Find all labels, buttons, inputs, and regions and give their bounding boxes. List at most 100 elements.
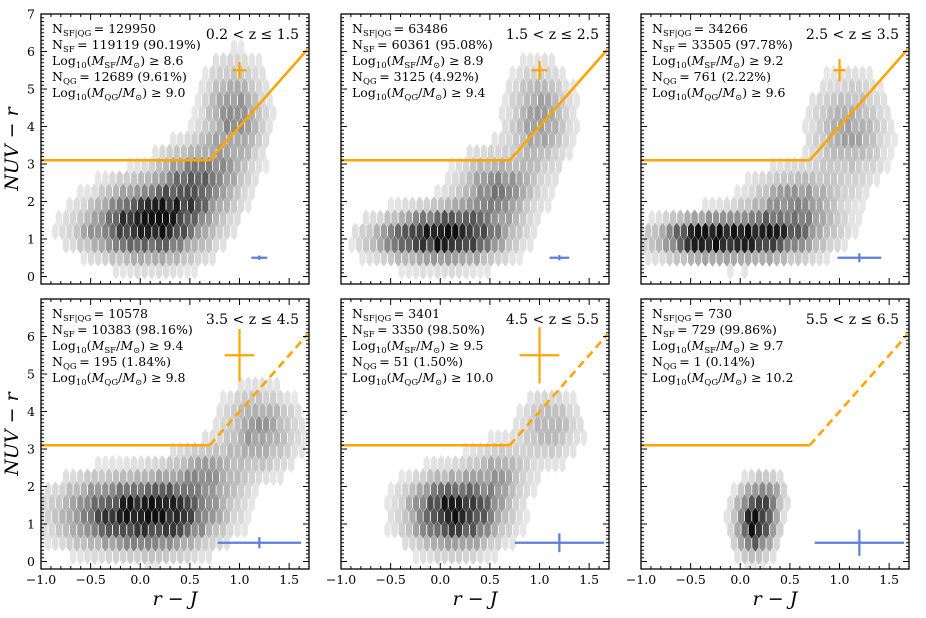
hexbin-cell [223, 481, 230, 500]
hexbin-cell [227, 389, 234, 408]
hexbin-cell [77, 183, 84, 202]
annotation-line: Log10(MSF/M⊙) ≥ 8.9 [352, 53, 483, 71]
hexbin-cell [766, 170, 773, 188]
hexbin-cell [430, 455, 438, 473]
hexbin-cell [709, 222, 716, 241]
y-tick-label: 0 [27, 554, 35, 569]
hexbin-cell [816, 170, 823, 188]
hexbin-cell [248, 156, 255, 175]
hexbin-cell [284, 389, 291, 408]
selection-line-diagonal [208, 333, 309, 447]
hexbin-cell [120, 261, 127, 280]
hexbin-cell [430, 196, 438, 215]
hexbin-cell [427, 494, 434, 513]
hexbin-cell [170, 261, 177, 280]
hexbin-cell [684, 235, 691, 254]
annotation-line: NSF|QG = 730 [652, 306, 732, 324]
hexbin-cell [109, 196, 116, 215]
hexbin-cell [66, 222, 73, 241]
hexbin-cell [759, 560, 766, 569]
hexbin-cell [880, 91, 888, 110]
hexbin-cell [495, 170, 502, 188]
hexbin-cell [816, 91, 823, 110]
hexbin-cell [520, 183, 527, 202]
hexbin-cell [173, 481, 180, 500]
hexbin-cell [530, 91, 538, 110]
hexbin-cell [652, 222, 659, 241]
hexbin-cell [109, 222, 116, 241]
hexbin-cell [62, 235, 70, 254]
hexbin-cell [538, 196, 545, 215]
hexbin-cell [202, 248, 209, 267]
hexbin-cell [402, 481, 409, 500]
hexbin-cell [445, 248, 452, 267]
hexbin-cell [559, 143, 566, 162]
hexbin-cell [127, 547, 134, 565]
hexbin-cell [812, 209, 820, 228]
hexbin-cell [198, 520, 205, 539]
hexbin-cell [98, 235, 105, 254]
hexbin-cell [505, 468, 513, 487]
hexbin-cell [816, 222, 823, 241]
hexbin-cell [505, 130, 513, 149]
hexbin-cell [434, 520, 441, 539]
hexbin-cell [512, 235, 520, 254]
hexbin-cell [170, 494, 177, 513]
hexbin-cell [863, 183, 870, 202]
hexbin-cell [184, 494, 191, 513]
annotation-line: NSF|QG = 129950 [52, 21, 156, 39]
hexbin-cell [120, 209, 127, 228]
hexbin-cell [116, 455, 123, 473]
hexbin-cell [534, 183, 541, 202]
hexbin-cell [120, 547, 127, 565]
hexbin-cell [491, 468, 498, 487]
hexbin-cell [498, 520, 505, 539]
hexbin-cell [566, 402, 573, 421]
hexbin-cell [234, 415, 241, 434]
hexbin-cell [659, 222, 666, 241]
hexbin-cell [209, 533, 216, 552]
hexbin-cell [559, 455, 566, 473]
hexbin-cell [409, 248, 416, 267]
hexbin-cell [498, 209, 505, 228]
hexbin-cell [677, 235, 684, 254]
hexbin-cell [741, 547, 748, 565]
annotation-line: NSF = 729 (99.86%) [652, 322, 777, 340]
hexbin-cell [270, 104, 277, 123]
hexbin-cell [823, 222, 830, 241]
hexbin-cell [227, 156, 234, 175]
hexbin-cell [502, 117, 509, 136]
hexbin-cell [762, 468, 770, 487]
hexbin-cell [487, 143, 495, 162]
hexbin-cell [445, 222, 452, 241]
hexbin-cell [102, 507, 109, 526]
hexbin-cell [759, 533, 766, 552]
hexbin-cell [423, 455, 430, 473]
hexbin-cell [523, 222, 530, 241]
hexbin-cell [563, 415, 570, 434]
hexbin-cell [530, 428, 538, 447]
hexbin-cell [730, 222, 738, 241]
hexbin-cell [498, 183, 505, 202]
hexbin-cell [752, 248, 759, 267]
hexbin-cell [462, 209, 470, 228]
hexbin-cell [737, 507, 745, 526]
hexbin-cell [155, 520, 163, 539]
hexbin-cell [155, 468, 163, 487]
hexbin-cell [427, 261, 434, 280]
hexbin-cell [791, 209, 798, 228]
hexbin-cell [291, 441, 298, 460]
hexbin-cell [695, 248, 702, 267]
hexbin-cell [62, 468, 70, 487]
hexbin-cell [212, 156, 220, 175]
hexbin-cell [77, 494, 84, 513]
hexbin-cell [127, 183, 134, 202]
hexbin-cell [487, 222, 495, 241]
sf-error-bar [549, 255, 570, 261]
qg-error-bar [224, 329, 255, 382]
hexbin-cell [191, 494, 198, 513]
hexbin-cell [470, 468, 477, 487]
hexbin-cell [852, 143, 859, 162]
x-tick-label: 0.0 [130, 572, 150, 587]
